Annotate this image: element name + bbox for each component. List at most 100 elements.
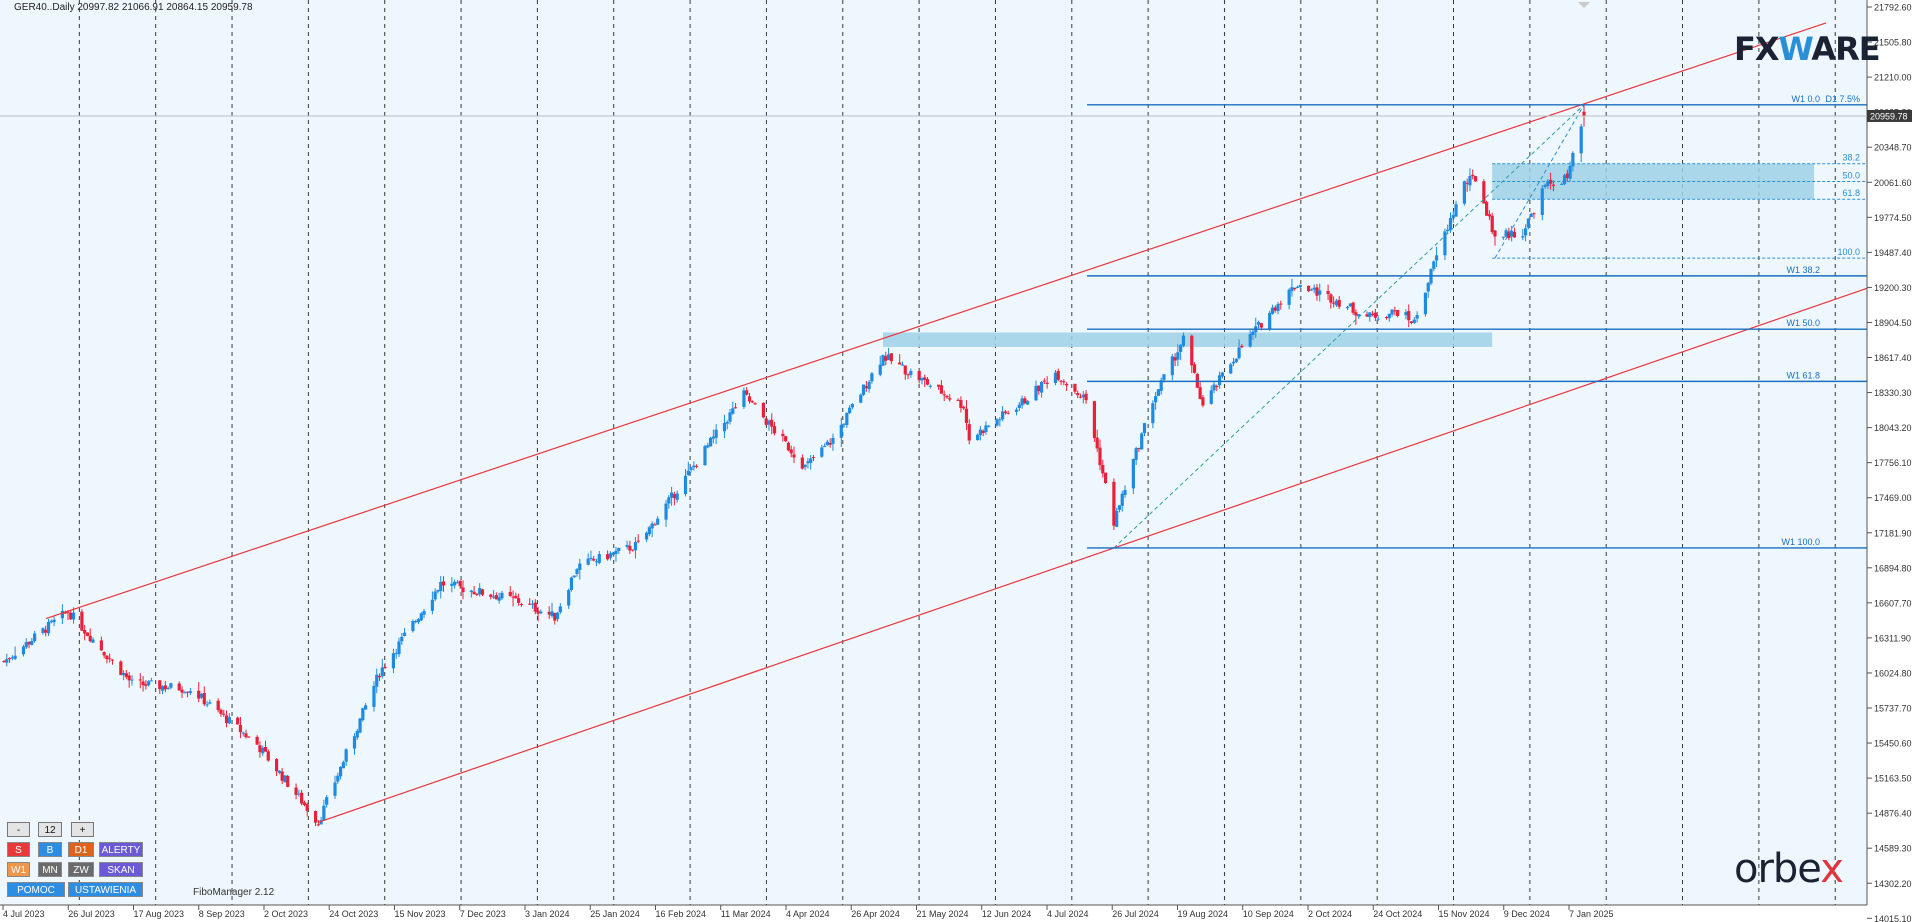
zw-button[interactable]: ZW [68,862,94,877]
candle-body [725,422,729,424]
candle-body [83,630,87,634]
period-value[interactable]: 12 [38,822,62,837]
candle-body [1293,287,1297,290]
candle-body [820,447,824,457]
w1-button[interactable]: W1 [7,862,30,877]
ustawienia-button[interactable]: USTAWIENIA [68,882,143,897]
y-tick-label: 20348.70 [1874,143,1912,153]
candle-body [1006,412,1010,414]
candle-body [102,652,106,656]
candle-body [397,641,401,655]
candle-body [1259,323,1263,328]
candle-body [1115,510,1119,527]
candle-body [708,437,713,447]
candle-body [85,632,90,636]
channel-upper-line[interactable] [45,22,1827,620]
candle-body [906,374,910,376]
candle-body [63,612,67,614]
candle-body [1198,387,1202,399]
candle-body [455,582,460,584]
candle-body [1412,319,1416,323]
candle-body [158,680,162,690]
decrease-button[interactable]: - [7,822,30,837]
candle-body [436,590,440,592]
increase-button[interactable]: + [71,822,94,837]
y-tick-label: 17181.90 [1874,528,1912,538]
skan-button[interactable]: SKAN [99,862,143,877]
candle-body [508,591,512,596]
candle-body [99,640,103,651]
y-tick-label: 17469.00 [1874,493,1912,503]
candle-body [1415,315,1419,319]
candle-body [147,681,151,686]
candle-body [981,430,985,434]
candle-body [430,599,434,611]
candle-body [1532,213,1536,215]
candle-body [30,640,34,645]
x-tick-label: 12 Jun 2024 [982,909,1032,919]
candle-body [1318,290,1322,295]
candle-body [52,619,56,623]
candle-body [1037,385,1041,392]
candle-body [305,804,309,811]
candle-body [352,736,357,749]
candle-body [122,673,126,676]
x-tick-label: 15 Nov 2024 [1439,909,1490,919]
candle-body [978,429,982,436]
candle-body [533,602,537,612]
candle-body [46,621,51,634]
candle-body [180,689,184,693]
candle-body [1001,411,1005,420]
y-tick-label: 14876.40 [1874,809,1912,819]
mn-button[interactable]: MN [38,862,62,877]
candle-body [364,705,368,710]
candle-body [402,632,407,637]
x-tick-label: 4 Jul 2024 [1047,909,1089,919]
candle-body [886,354,891,360]
candle-body [572,575,576,578]
candle-body [302,802,307,805]
candle-body [372,686,376,707]
candle-body [458,580,462,587]
candle-body [975,434,980,441]
candle-body [664,503,668,520]
candle-body [1529,213,1533,217]
candle-body [998,419,1002,421]
pomoc-button[interactable]: POMOC [7,882,65,897]
candle-body [219,709,223,714]
candle-body [1039,381,1044,393]
candle-body [1473,176,1478,182]
y-tick-label: 18330.30 [1874,388,1912,398]
sell-button[interactable]: S [7,842,30,857]
x-tick-label: 7 Jan 2025 [1569,909,1614,919]
candle-body [60,610,65,619]
candle-body [294,787,298,795]
channel-lower-line[interactable] [318,287,1868,823]
candle-body [238,724,243,733]
candle-body [400,636,404,642]
candle-body [10,657,14,659]
candle-body [945,395,949,398]
candle-body [1549,179,1553,184]
x-tick-label: 24 Oct 2024 [1373,909,1422,919]
candle-body [144,684,148,686]
candle-body [338,766,343,777]
candle-body [786,442,791,451]
candle-body [1546,180,1550,187]
candle-body [578,563,582,570]
candle-body [275,759,279,772]
candle-body [1409,321,1414,324]
candle-body [1092,401,1097,438]
candle-body [286,775,290,787]
candle-body [1315,287,1319,296]
buy-button[interactable]: B [38,842,62,857]
candle-body [1103,472,1108,484]
candle-body [1504,230,1508,237]
alerty-button[interactable]: ALERTY [99,842,143,857]
candle-body [469,590,473,592]
d1-button[interactable]: D1 [68,842,94,857]
scroll-marker-icon[interactable] [1578,2,1590,8]
candle-body [461,587,465,593]
candles [2,104,1586,827]
